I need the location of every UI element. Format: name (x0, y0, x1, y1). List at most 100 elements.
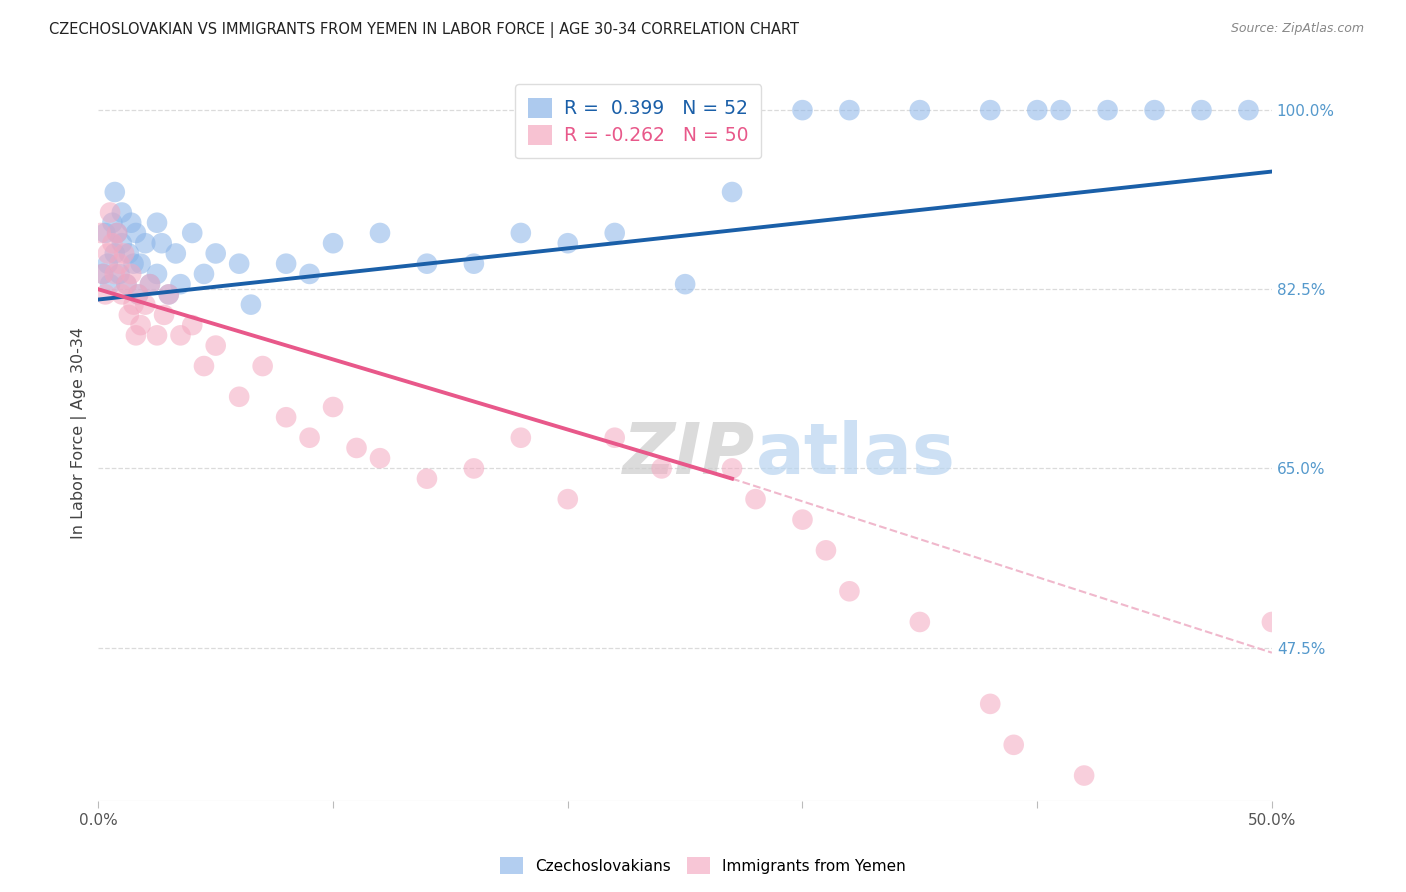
Point (157, 287, 180, 301)
Point (118, 308, 141, 322)
Point (298, 431, 321, 445)
Point (115, 277, 138, 292)
Point (122, 298, 145, 312)
Point (322, 400, 344, 414)
Point (111, 205, 134, 219)
Point (368, 226, 391, 240)
Point (239, 298, 262, 312)
Point (146, 328, 169, 343)
Point (98, 277, 121, 292)
Point (165, 246, 187, 260)
Point (298, 267, 321, 281)
Point (346, 441, 368, 455)
Point (274, 410, 297, 425)
Point (120, 216, 142, 230)
Point (129, 318, 152, 332)
Point (120, 267, 142, 281)
Point (228, 390, 250, 404)
Point (181, 318, 204, 332)
Point (814, 543, 837, 558)
Point (94, 226, 117, 240)
Point (125, 328, 148, 343)
Point (157, 287, 180, 301)
Point (153, 308, 176, 322)
Legend: R =  0.399   N = 52, R = -0.262   N = 50: R = 0.399 N = 52, R = -0.262 N = 50 (515, 85, 762, 158)
Point (193, 267, 215, 281)
Point (228, 257, 250, 271)
Point (193, 359, 215, 373)
Text: atlas: atlas (755, 420, 956, 489)
Point (463, 461, 485, 475)
Point (94, 287, 117, 301)
Point (104, 185, 127, 199)
Point (1237, 103, 1260, 117)
Point (169, 277, 191, 292)
Point (134, 298, 156, 312)
Point (146, 267, 169, 281)
Point (150, 236, 173, 251)
Point (463, 257, 485, 271)
Point (127, 287, 149, 301)
Point (979, 103, 1001, 117)
Point (108, 267, 131, 281)
Point (908, 615, 931, 629)
Text: CZECHOSLOVAKIAN VS IMMIGRANTS FROM YEMEN IN LABOR FORCE | AGE 30-34 CORRELATION : CZECHOSLOVAKIAN VS IMMIGRANTS FROM YEMEN… (49, 22, 799, 38)
Point (416, 472, 439, 486)
Point (105, 226, 128, 240)
Point (97, 246, 120, 260)
Point (115, 277, 138, 292)
Point (979, 697, 1001, 711)
Point (721, 461, 744, 475)
Point (125, 226, 148, 240)
Point (744, 492, 766, 507)
Legend: Czechoslovakians, Immigrants from Yemen: Czechoslovakians, Immigrants from Yemen (495, 851, 911, 880)
Point (1002, 738, 1025, 752)
Point (252, 359, 274, 373)
Point (134, 236, 156, 251)
Point (721, 185, 744, 199)
Point (792, 103, 814, 117)
Point (112, 246, 135, 260)
Point (908, 103, 931, 117)
Point (204, 246, 226, 260)
Point (416, 257, 439, 271)
Point (509, 431, 531, 445)
Point (139, 277, 162, 292)
Point (181, 226, 204, 240)
Text: ZIP: ZIP (623, 420, 755, 489)
Point (1026, 103, 1049, 117)
Point (127, 287, 149, 301)
Point (98, 205, 121, 219)
Point (1097, 103, 1119, 117)
Point (1049, 103, 1071, 117)
Point (322, 236, 344, 251)
Text: Source: ZipAtlas.com: Source: ZipAtlas.com (1230, 22, 1364, 36)
Point (108, 257, 131, 271)
Point (105, 226, 128, 240)
Point (1261, 615, 1284, 629)
Point (118, 246, 141, 260)
Point (368, 451, 391, 466)
Point (651, 461, 673, 475)
Point (111, 287, 134, 301)
Point (204, 338, 226, 352)
Point (603, 226, 626, 240)
Point (104, 267, 127, 281)
Point (1143, 103, 1166, 117)
Point (509, 226, 531, 240)
Point (838, 103, 860, 117)
Point (139, 277, 162, 292)
Point (91, 267, 114, 281)
Point (792, 513, 814, 527)
Point (557, 236, 579, 251)
Point (111, 236, 134, 251)
Point (274, 257, 297, 271)
Point (146, 216, 169, 230)
Point (838, 584, 860, 599)
Point (91, 267, 114, 281)
Y-axis label: In Labor Force | Age 30-34: In Labor Force | Age 30-34 (72, 326, 87, 539)
Point (97, 257, 120, 271)
Point (603, 431, 626, 445)
Point (1191, 103, 1213, 117)
Point (557, 492, 579, 507)
